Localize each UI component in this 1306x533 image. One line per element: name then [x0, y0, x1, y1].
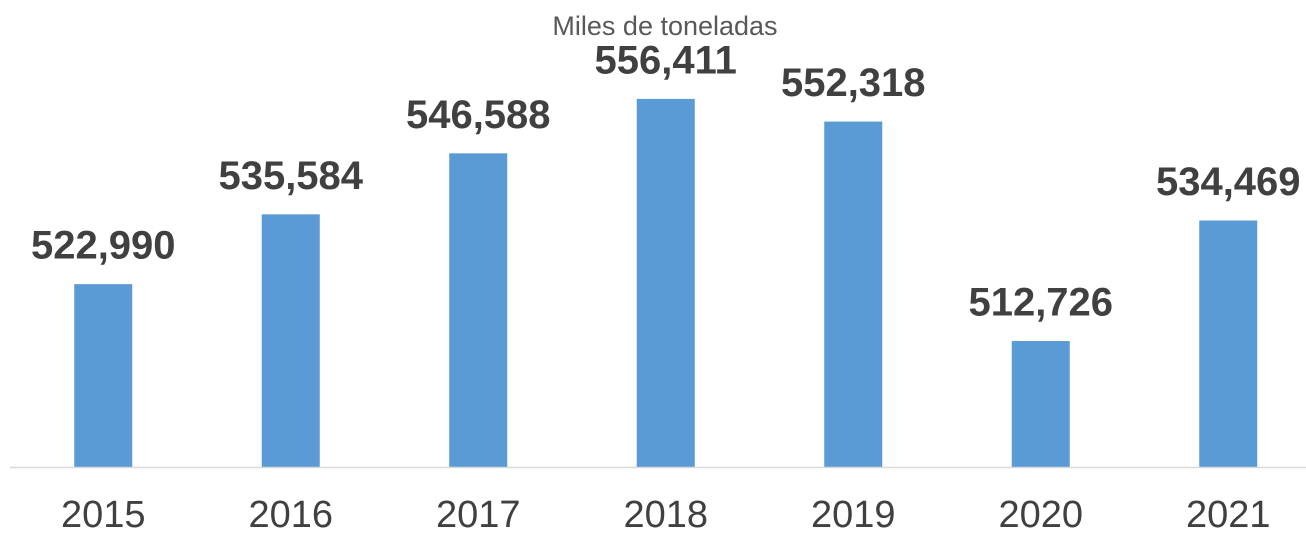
bar	[824, 121, 883, 467]
value-label: 512,726	[968, 281, 1113, 325]
x-tick-label: 2020	[998, 494, 1083, 533]
bar	[1199, 220, 1258, 467]
x-tick-label: 2017	[436, 494, 521, 533]
bar	[261, 214, 320, 467]
value-label: 552,318	[781, 61, 926, 105]
bar	[1011, 341, 1070, 467]
value-label: 535,584	[218, 154, 363, 198]
value-label: 534,469	[1156, 160, 1301, 204]
x-tick-label: 2021	[1186, 494, 1271, 533]
value-label: 522,990	[31, 224, 176, 268]
x-tick-label: 2016	[248, 494, 333, 533]
bar	[449, 153, 508, 467]
value-label: 546,588	[406, 93, 551, 137]
chart-title: Miles de toneladas	[552, 11, 777, 41]
x-tick-label: 2019	[811, 494, 896, 533]
value-label: 556,411	[595, 38, 737, 82]
x-tick-label: 2018	[623, 494, 708, 533]
x-tick-label: 2015	[61, 494, 146, 533]
bar	[74, 284, 133, 467]
bar	[636, 98, 695, 467]
